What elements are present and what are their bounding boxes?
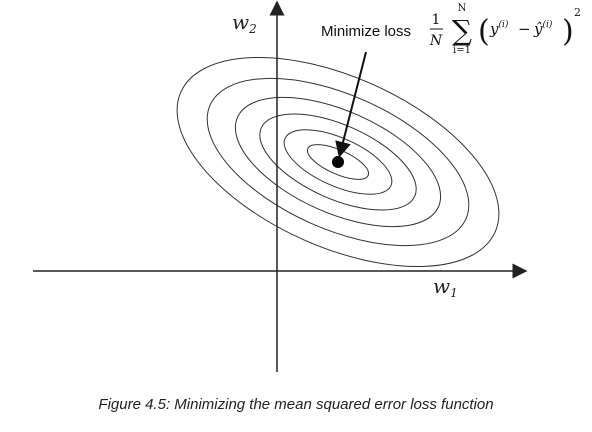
sum-upper-limit: N [458,3,467,14]
yhat-term: ŷ(i) [533,19,553,38]
y-axis-label: w2 [232,10,257,36]
contour-line [259,113,417,211]
mse-formula: 1 N N ∑ i=1 ( y(i) − ŷ(i) ) 2 [429,3,581,56]
figure-caption: Figure 4.5: Minimizing the mean squared … [98,396,494,413]
x-axis-label: w1 [433,274,458,300]
y-term: y(i) [489,19,509,38]
fraction-denominator: N [429,33,443,49]
contour-line [206,77,470,247]
minimize-loss-label: Minimize loss [321,23,411,40]
minimum-point [332,156,344,168]
sum-symbol: ∑ [452,14,472,47]
contour-line [234,96,442,228]
fraction-numerator: 1 [432,12,441,28]
loss-contours [176,56,500,268]
power-exponent: 2 [574,6,581,19]
minimize-arrow [335,51,367,158]
contour-line [176,56,500,268]
minus-sign: − [518,20,531,38]
paren-open: ( [478,14,490,49]
sum-lower-limit: i=1 [453,45,471,56]
paren-close: ) [562,14,574,49]
contour-line [283,129,393,195]
